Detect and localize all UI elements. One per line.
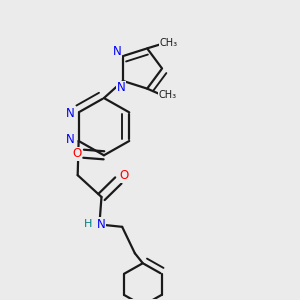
Text: O: O (72, 147, 82, 160)
Text: CH₃: CH₃ (159, 90, 177, 100)
Text: N: N (97, 218, 105, 231)
Text: O: O (119, 169, 128, 182)
Text: N: N (66, 133, 75, 146)
Text: N: N (117, 81, 126, 94)
Text: N: N (113, 45, 122, 58)
Text: H: H (84, 219, 92, 229)
Text: CH₃: CH₃ (159, 38, 177, 48)
Text: N: N (66, 107, 75, 120)
